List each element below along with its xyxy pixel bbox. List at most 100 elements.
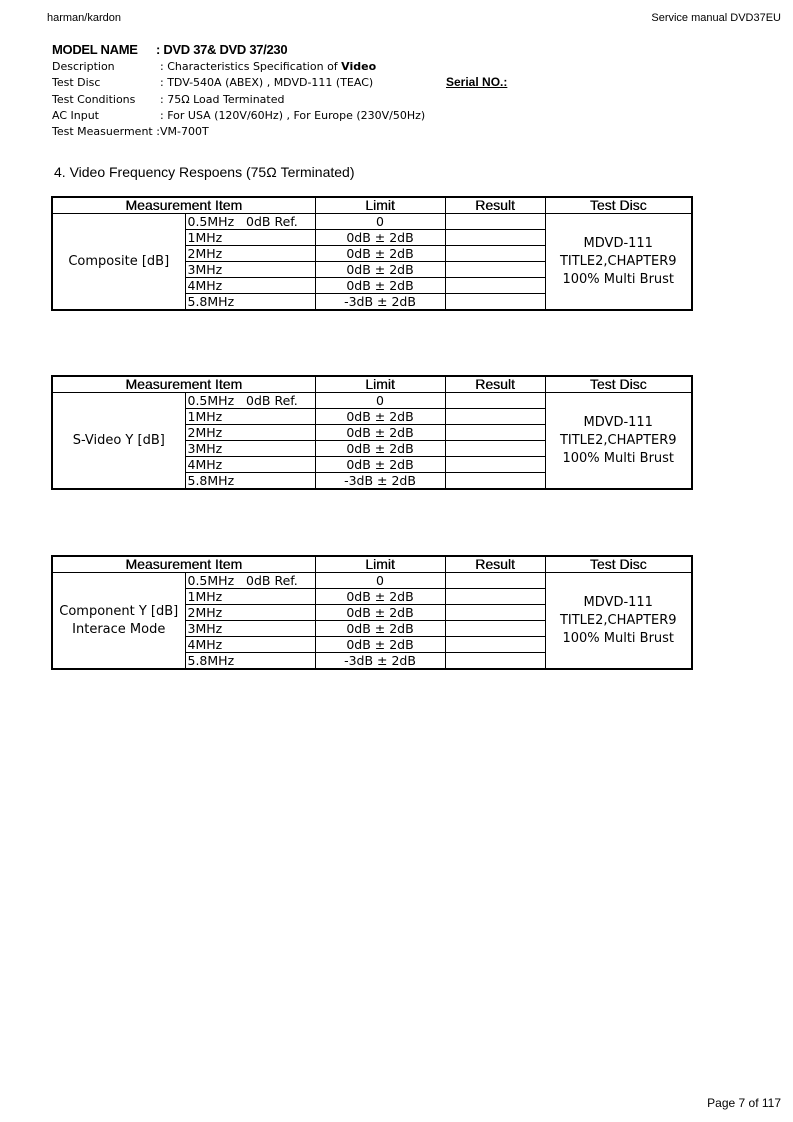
table-row: 5.8MHz -3dB ± 2dB bbox=[52, 652, 692, 670]
table-row: 4MHz 0dB ± 2dB bbox=[52, 456, 692, 473]
table-row: 1MHz 0dB ± 2dB bbox=[52, 408, 692, 425]
info-row: Description: Characteristics Specificati… bbox=[52, 60, 376, 73]
result-cell bbox=[444, 293, 546, 311]
limit-cell: 0dB ± 2dB bbox=[314, 245, 446, 262]
frequency-cell: 4MHz bbox=[184, 277, 316, 294]
table-row: 5.8MHz -3dB ± 2dB bbox=[52, 293, 692, 311]
info-value: : Characteristics Specification of bbox=[160, 60, 342, 73]
spec-table: Measurement Item Limit Result Test Disc Comp… bbox=[51, 555, 693, 670]
result-cell bbox=[444, 424, 546, 441]
measurement-item: S-Video Y [dB] bbox=[51, 392, 186, 490]
model-label: MODEL NAME bbox=[52, 42, 138, 57]
result-cell bbox=[444, 245, 546, 262]
frequency-cell: 0.5MHz 0dB Ref. bbox=[184, 392, 316, 409]
spec-table: Measurement Item Limit Result Test Disc S-Vi… bbox=[51, 375, 693, 490]
limit-cell: 0 bbox=[314, 213, 446, 230]
result-cell bbox=[444, 604, 546, 621]
test-disc-cell: MDVD-111 TITLE2,CHAPTER9 100% Multi Brus… bbox=[544, 572, 693, 670]
result-cell bbox=[444, 620, 546, 637]
col-result: Result bbox=[444, 196, 546, 214]
limit-cell: 0dB ± 2dB bbox=[314, 440, 446, 457]
col-measurement-item: Measurement Item bbox=[51, 196, 316, 214]
limit-cell: 0 bbox=[314, 392, 446, 409]
table-row: 1MHz 0dB ± 2dB bbox=[52, 588, 692, 605]
frequency-cell: 3MHz bbox=[184, 261, 316, 278]
header-title: Service manual DVD37EU bbox=[651, 12, 781, 24]
frequency-cell: 0.5MHz 0dB Ref. bbox=[184, 572, 316, 589]
limit-cell: 0dB ± 2dB bbox=[314, 588, 446, 605]
info-bold: Video bbox=[341, 60, 377, 73]
info-row: Test Conditions : 75Ω Load Terminated bbox=[52, 93, 284, 106]
info-key: Test Conditions bbox=[52, 92, 136, 106]
limit-cell: -3dB ± 2dB bbox=[314, 293, 446, 311]
table-row: 2MHz 0dB ± 2dB bbox=[52, 604, 692, 621]
frequency-cell: 4MHz bbox=[184, 636, 316, 653]
table-row: S-Video Y [dB] 0.5MHz 0dB Ref. 0 MDVD-111 T… bbox=[51, 392, 693, 490]
section-title: 4. Video Frequency Respoens (75Ω Termina… bbox=[54, 164, 355, 180]
info-value: : 75Ω Load Terminated bbox=[160, 92, 285, 106]
serial-label: Serial NO.: bbox=[446, 75, 508, 89]
frequency-cell: 1MHz bbox=[184, 229, 316, 246]
result-cell bbox=[444, 229, 546, 246]
limit-cell: 0dB ± 2dB bbox=[314, 604, 446, 621]
info-row: AC Input : For USA (120V/60Hz) , For Euro… bbox=[52, 109, 425, 122]
table-row: Composite [dB] 0.5MHz 0dB Ref. 0 MDVD-111 T… bbox=[51, 213, 693, 311]
result-cell bbox=[444, 261, 546, 278]
result-cell bbox=[444, 213, 546, 230]
result-cell bbox=[444, 392, 546, 409]
info-key: AC Input bbox=[52, 108, 99, 122]
limit-cell: -3dB ± 2dB bbox=[314, 652, 446, 670]
table-row: 4MHz 0dB ± 2dB bbox=[52, 277, 692, 294]
limit-cell: 0dB ± 2dB bbox=[314, 424, 446, 441]
info-value: : For USA (120V/60Hz) , For Europe (230V… bbox=[160, 108, 426, 122]
measurement-item: Component Y [dB] Interace Mode bbox=[51, 572, 186, 670]
result-cell bbox=[444, 652, 546, 670]
frequency-cell: 2MHz bbox=[184, 604, 316, 621]
limit-cell: 0 bbox=[314, 572, 446, 589]
info-key: Test Disc bbox=[52, 76, 101, 90]
test-disc-cell: MDVD-111 TITLE2,CHAPTER9 100% Multi Brus… bbox=[544, 213, 693, 311]
measurement-item: Composite [dB] bbox=[51, 213, 186, 311]
result-cell bbox=[444, 456, 546, 473]
col-limit: Limit bbox=[314, 375, 446, 393]
result-cell bbox=[444, 440, 546, 457]
frequency-cell: 4MHz bbox=[184, 456, 316, 473]
frequency-cell: 5.8MHz bbox=[184, 652, 316, 670]
col-limit: Limit bbox=[314, 196, 446, 214]
header-brand: harman/kardon bbox=[47, 12, 121, 24]
limit-cell: 0dB ± 2dB bbox=[314, 620, 446, 637]
model-value: : DVD 37& DVD 37/230 bbox=[156, 42, 288, 57]
page-number: Page 7 of 117 bbox=[707, 1096, 781, 1110]
result-cell bbox=[444, 408, 546, 425]
frequency-cell: 5.8MHz bbox=[184, 472, 316, 490]
table-row: 3MHz 0dB ± 2dB bbox=[52, 620, 692, 637]
table-header: Measurement Item Limit Result Test Disc bbox=[51, 375, 693, 393]
test-disc-cell: MDVD-111 TITLE2,CHAPTER9 100% Multi Brus… bbox=[544, 392, 693, 490]
col-measurement-item: Measurement Item bbox=[51, 555, 316, 573]
col-limit: Limit bbox=[314, 555, 446, 573]
table-header: Measurement Item Limit Result Test Disc bbox=[51, 555, 693, 573]
result-cell bbox=[444, 472, 546, 490]
limit-cell: 0dB ± 2dB bbox=[314, 261, 446, 278]
result-cell bbox=[444, 636, 546, 653]
frequency-cell: 3MHz bbox=[184, 440, 316, 457]
limit-cell: -3dB ± 2dB bbox=[314, 472, 446, 490]
frequency-cell: 3MHz bbox=[184, 620, 316, 637]
info-row: Test Measuerment :VM-700T bbox=[52, 125, 209, 138]
limit-cell: 0dB ± 2dB bbox=[314, 229, 446, 246]
col-test-disc: Test Disc bbox=[544, 555, 693, 573]
model-name: MODEL NAME : DVD 37& DVD 37/230 bbox=[52, 42, 288, 57]
col-test-disc: Test Disc bbox=[544, 375, 693, 393]
limit-cell: 0dB ± 2dB bbox=[314, 636, 446, 653]
table-header: Measurement Item Limit Result Test Disc bbox=[51, 196, 693, 214]
info-value: VM-700T bbox=[160, 125, 209, 139]
frequency-cell: 0.5MHz 0dB Ref. bbox=[184, 213, 316, 230]
col-result: Result bbox=[444, 555, 546, 573]
result-cell bbox=[444, 588, 546, 605]
frequency-cell: 5.8MHz bbox=[184, 293, 316, 311]
col-result: Result bbox=[444, 375, 546, 393]
frequency-cell: 2MHz bbox=[184, 245, 316, 262]
col-test-disc: Test Disc bbox=[544, 196, 693, 214]
info-key: Test Measuerment : bbox=[52, 125, 160, 139]
